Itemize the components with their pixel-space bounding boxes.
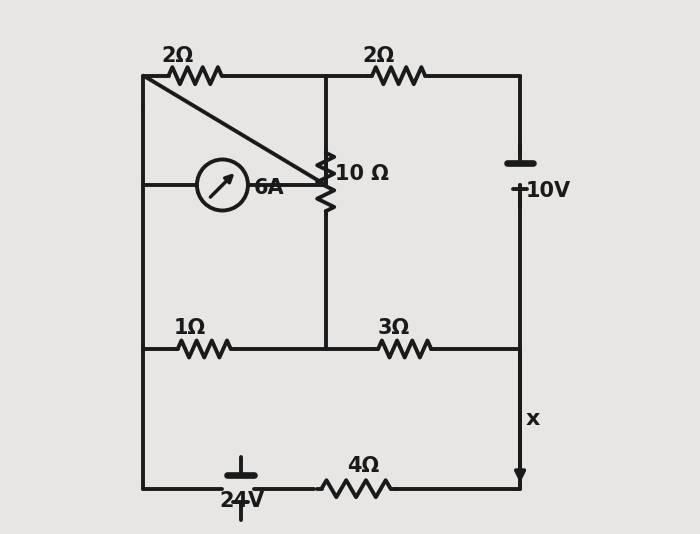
Text: 6A: 6A: [254, 178, 285, 198]
Text: 3Ω: 3Ω: [377, 318, 409, 338]
Text: 2Ω: 2Ω: [362, 46, 394, 66]
Text: 10V: 10V: [526, 181, 571, 201]
Text: 2Ω: 2Ω: [162, 46, 194, 66]
Text: 10 Ω: 10 Ω: [335, 164, 388, 184]
Text: 4Ω: 4Ω: [347, 456, 379, 476]
Text: 24V: 24V: [219, 491, 265, 511]
Text: 1Ω: 1Ω: [174, 318, 206, 338]
Text: x: x: [526, 409, 540, 429]
